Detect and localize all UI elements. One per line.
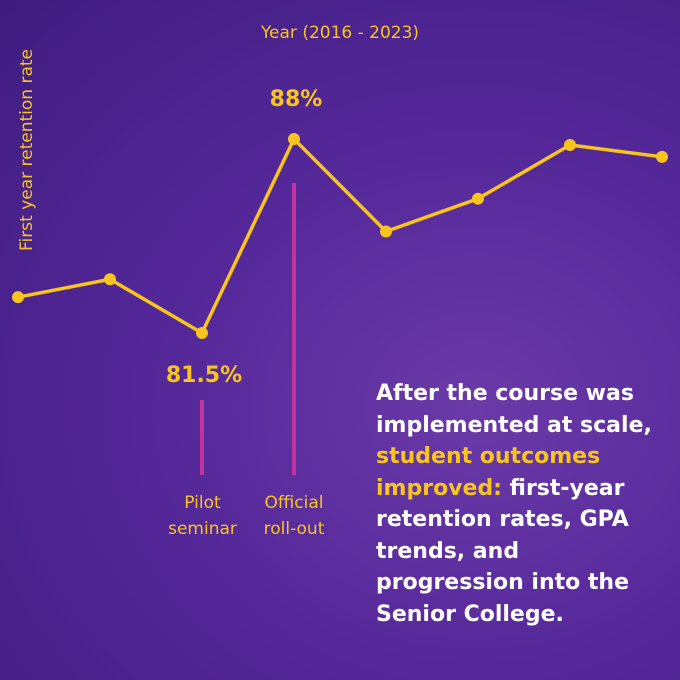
annotation-label: Pilot seminar [168, 493, 237, 539]
x-axis-title: Year (2016 - 2023) [260, 23, 419, 43]
data-point [472, 192, 484, 205]
caption-highlight: student outcomes improved: [376, 444, 601, 501]
caption-text: After the course was implemented at scal… [376, 381, 652, 438]
value-label: 81.5% [166, 363, 242, 388]
data-point [196, 327, 208, 339]
value-label: 88% [270, 87, 323, 112]
data-point [380, 225, 392, 238]
data-point [288, 133, 300, 145]
data-point [104, 273, 116, 286]
y-axis-title: First year retention rate [17, 49, 37, 251]
data-point [12, 291, 24, 304]
caption-text: first-year retention rates, GPA trends, … [376, 475, 629, 627]
caption: After the course was implemented at scal… [376, 378, 666, 630]
data-line [17, 137, 663, 335]
data-point [564, 138, 576, 151]
annotation-label: Official roll-out [263, 493, 325, 539]
data-point [656, 150, 668, 163]
